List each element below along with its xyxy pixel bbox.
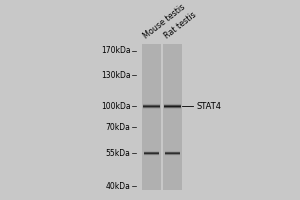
Bar bbox=[165, 155, 180, 156]
Text: 55kDa: 55kDa bbox=[106, 149, 130, 158]
Bar bbox=[165, 149, 180, 150]
Bar bbox=[143, 104, 160, 105]
Bar bbox=[165, 152, 180, 153]
Bar bbox=[164, 108, 181, 109]
Text: STAT4: STAT4 bbox=[196, 102, 221, 111]
Bar bbox=[165, 151, 180, 152]
Text: 130kDa: 130kDa bbox=[101, 71, 130, 80]
Bar bbox=[164, 103, 181, 104]
Text: 170kDa: 170kDa bbox=[101, 46, 130, 55]
Bar bbox=[164, 107, 181, 108]
Bar bbox=[142, 44, 161, 190]
Text: 100kDa: 100kDa bbox=[101, 102, 130, 111]
Bar bbox=[144, 153, 159, 154]
Bar bbox=[143, 103, 160, 104]
Bar bbox=[144, 152, 159, 153]
Bar bbox=[144, 149, 159, 150]
Bar bbox=[143, 106, 160, 107]
Bar bbox=[165, 156, 180, 157]
Bar bbox=[143, 110, 160, 111]
Bar bbox=[144, 154, 159, 155]
Bar bbox=[164, 105, 181, 106]
Bar bbox=[164, 106, 181, 107]
Bar bbox=[143, 107, 160, 108]
Text: 70kDa: 70kDa bbox=[106, 123, 130, 132]
Bar bbox=[164, 102, 181, 103]
Bar bbox=[144, 156, 159, 157]
Bar bbox=[164, 110, 181, 111]
Text: 40kDa: 40kDa bbox=[106, 182, 130, 191]
Bar bbox=[165, 154, 180, 155]
Text: Mouse testis: Mouse testis bbox=[142, 2, 187, 40]
Bar bbox=[144, 151, 159, 152]
Bar bbox=[143, 108, 160, 109]
Text: Rat testis: Rat testis bbox=[162, 10, 198, 40]
Bar bbox=[164, 109, 181, 110]
Bar bbox=[165, 153, 180, 154]
Bar bbox=[144, 150, 159, 151]
Bar bbox=[164, 104, 181, 105]
Bar bbox=[144, 155, 159, 156]
Bar bbox=[143, 102, 160, 103]
Bar bbox=[143, 109, 160, 110]
Bar bbox=[165, 150, 180, 151]
Bar bbox=[143, 105, 160, 106]
Bar bbox=[163, 44, 182, 190]
